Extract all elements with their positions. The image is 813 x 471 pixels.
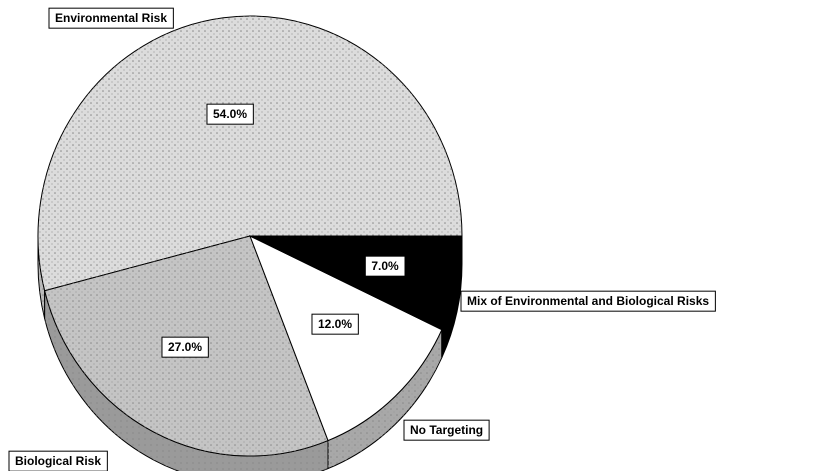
data-label: 12.0% bbox=[318, 317, 352, 331]
category-label-box bbox=[8, 450, 108, 471]
slice bbox=[249, 235, 463, 331]
data-label-box bbox=[161, 336, 209, 358]
slice-side-texture bbox=[328, 329, 442, 469]
data-label: 27.0% bbox=[168, 340, 202, 354]
slice-side-texture bbox=[44, 290, 329, 471]
category-label: No Targeting bbox=[410, 423, 483, 437]
category-label-box bbox=[48, 7, 174, 29]
slice bbox=[249, 234, 443, 442]
data-label-box bbox=[206, 103, 254, 125]
category-label: Environmental Risk bbox=[55, 11, 167, 25]
pie bbox=[37, 15, 463, 471]
category-label-box bbox=[460, 290, 716, 312]
data-label: 54.0% bbox=[213, 107, 247, 121]
category-label: Biological Risk bbox=[15, 454, 101, 468]
slice-texture bbox=[37, 15, 462, 291]
category-label: Mix of Environmental and Biological Risk… bbox=[467, 294, 709, 308]
labels: 54.0% Environmental Risk 27.0% Biological R… bbox=[8, 7, 716, 471]
category-label-box bbox=[403, 419, 490, 441]
data-label-box bbox=[311, 313, 359, 335]
data-label: 7.0% bbox=[371, 259, 399, 273]
data-label-box bbox=[364, 255, 406, 277]
